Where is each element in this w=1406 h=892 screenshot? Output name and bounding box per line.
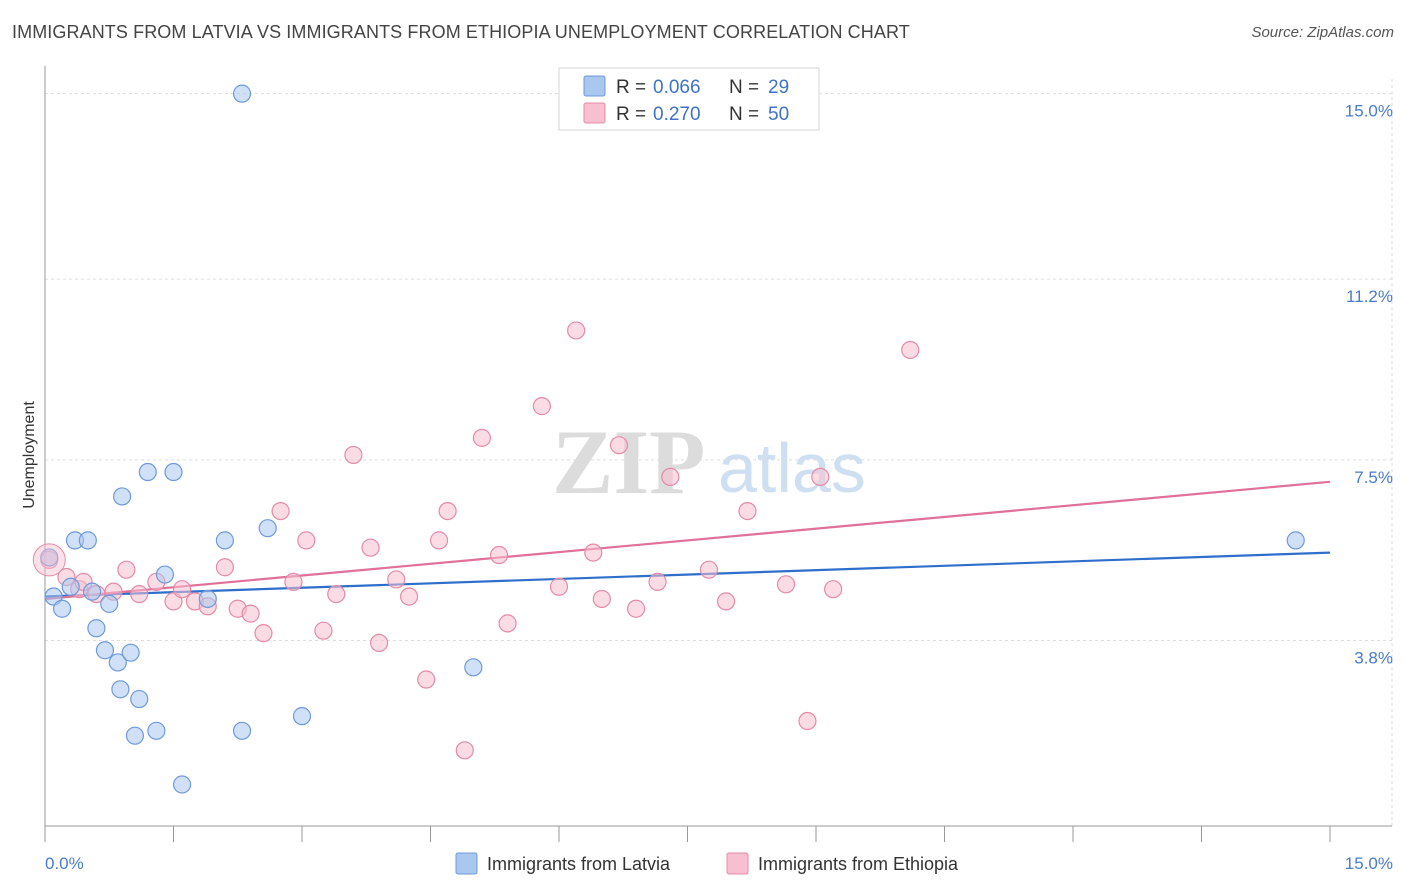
ethiopia-point: [609, 436, 629, 455]
bottom-legend-label-latvia: Immigrants from Latvia: [487, 854, 671, 874]
latvia-point: [121, 643, 140, 662]
latvia-point: [198, 589, 217, 609]
latvia-point: [258, 519, 277, 538]
ethiopia-point: [241, 604, 260, 623]
legend-swatch-latvia: [583, 75, 606, 97]
watermark-zip: ZIP: [552, 411, 705, 513]
ethiopia-point: [716, 592, 736, 611]
ethiopia-point: [472, 428, 491, 447]
ethiopia-point: [314, 621, 333, 640]
ethiopia-point: [254, 624, 273, 643]
latvia-point: [155, 565, 175, 584]
ethiopia-point: [567, 321, 586, 340]
legend-box: R = 0.066 N = 29 R = 0.270 N = 50: [558, 67, 820, 131]
latvia-point: [112, 487, 132, 506]
ethiopia-point: [370, 633, 389, 653]
source-label: Source: ZipAtlas.com: [1251, 24, 1394, 41]
bottom-legend-label-ethiopia: Immigrants from Ethiopia: [758, 854, 959, 874]
legend-r-label-latvia: R =: [616, 77, 646, 98]
ethiopia-point: [901, 340, 920, 360]
latvia-point: [78, 531, 97, 550]
y-tick-label: 15.0%: [1345, 102, 1393, 121]
ethiopia-point: [297, 531, 316, 550]
latvia-point: [108, 653, 127, 672]
x-tick-label: 0.0%: [45, 854, 84, 873]
ethiopia-point: [271, 501, 290, 521]
legend-n-label-latvia: N =: [729, 77, 759, 98]
ethiopia-point: [699, 560, 719, 579]
y-tick-label: 7.5%: [1354, 468, 1393, 487]
ethiopia-point: [399, 587, 419, 606]
ethiopia-trend-line: [44, 480, 1331, 601]
ethiopia-point: [648, 572, 667, 591]
y-axis-label: Unemployment: [21, 401, 38, 509]
legend-n-value-ethiopia: 50: [768, 104, 789, 125]
legend-n-value-latvia: 29: [768, 77, 789, 98]
ethiopia-point: [455, 741, 474, 760]
latvia-point: [40, 548, 59, 567]
bottom-legend: Immigrants from Latvia Immigrants from E…: [455, 852, 959, 875]
ethiopia-point: [215, 558, 234, 577]
latvia-point: [292, 707, 312, 726]
ethiopia-point: [532, 397, 551, 416]
ethiopia-point: [361, 538, 380, 557]
latvia-point: [164, 462, 183, 482]
latvia-point: [130, 689, 149, 709]
latvia-point: [53, 599, 72, 618]
legend-r-label-ethiopia: R =: [616, 104, 646, 125]
ethiopia-point: [489, 545, 509, 565]
ethiopia-point: [824, 580, 843, 599]
latvia-point: [138, 462, 157, 482]
bottom-legend-swatch-latvia: [455, 852, 478, 875]
ethiopia-point: [438, 501, 457, 521]
ethiopia-point: [498, 614, 517, 633]
latvia-point: [61, 577, 80, 596]
bottom-legend-swatch-ethiopia: [726, 852, 749, 875]
ethiopia-point: [626, 599, 646, 618]
legend-r-value-ethiopia: 0.270: [653, 104, 701, 125]
latvia-point: [172, 775, 192, 794]
ethiopia-point: [661, 467, 680, 487]
latvia-point: [215, 531, 234, 550]
watermark-atlas: atlas: [718, 429, 866, 507]
ethiopia-point: [811, 467, 830, 487]
latvia-point: [125, 726, 145, 745]
x-tick-label: 15.0%: [1345, 854, 1393, 873]
ethiopia-point: [429, 531, 449, 550]
ethiopia-point: [344, 445, 363, 465]
legend-r-value-latvia: 0.066: [653, 77, 701, 98]
ethiopia-point: [130, 584, 149, 604]
legend-n-label-ethiopia: N =: [729, 104, 759, 125]
latvia-point: [83, 582, 102, 601]
ethiopia-point: [592, 589, 611, 609]
chart-title: IMMIGRANTS FROM LATVIA VS IMMIGRANTS FRO…: [12, 22, 910, 42]
latvia-point: [1286, 531, 1305, 550]
latvia-trend-line: [44, 551, 1331, 598]
latvia-point: [147, 721, 166, 740]
latvia-point: [100, 594, 119, 613]
ethiopia-point: [117, 560, 136, 579]
latvia-point: [464, 658, 483, 677]
latvia-point: [95, 641, 115, 660]
y-tick-label: 11.2%: [1346, 287, 1393, 306]
latvia-point: [111, 680, 130, 699]
ethiopia-point: [776, 575, 796, 594]
ethiopia-point: [387, 570, 406, 589]
ethiopia-point: [798, 711, 817, 731]
ethiopia-point: [327, 584, 346, 604]
ethiopia-point: [549, 577, 569, 596]
ethiopia-point: [172, 580, 192, 599]
ethiopia-point: [284, 572, 303, 591]
latvia-point: [232, 84, 252, 103]
ethiopia-point: [584, 543, 603, 562]
latvia-point: [232, 721, 252, 740]
ethiopia-point-large: [32, 543, 66, 577]
latvia-point: [87, 619, 106, 638]
legend-swatch-ethiopia: [583, 102, 606, 124]
ethiopia-point: [738, 501, 757, 521]
ethiopia-point: [417, 670, 436, 689]
y-tick-label: 3.8%: [1354, 648, 1393, 667]
